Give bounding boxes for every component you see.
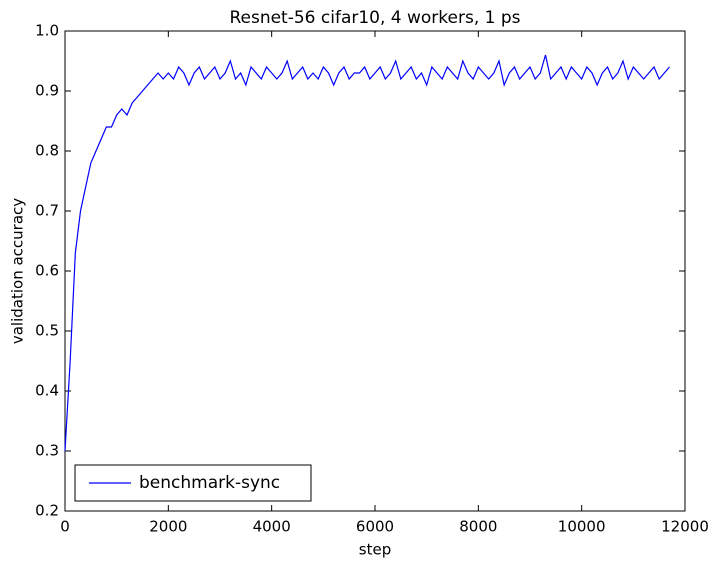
y-tick-label: 0.8 xyxy=(35,142,59,160)
x-tick-label: 0 xyxy=(60,518,70,536)
y-axis-label: validation accuracy xyxy=(9,198,27,344)
x-tick-label: 4000 xyxy=(253,518,291,536)
y-tick-label: 0.6 xyxy=(35,262,59,280)
y-tick-label: 0.2 xyxy=(35,502,59,520)
y-tick-label: 0.7 xyxy=(35,202,59,220)
y-tick-label: 0.3 xyxy=(35,442,59,460)
y-tick-label: 0.5 xyxy=(35,322,59,340)
x-tick-label: 6000 xyxy=(356,518,394,536)
chart-title: Resnet-56 cifar10, 4 workers, 1 ps xyxy=(229,8,520,28)
y-tick-label: 1.0 xyxy=(35,22,59,40)
legend-label: benchmark-sync xyxy=(139,473,280,493)
y-tick-label: 0.9 xyxy=(35,82,59,100)
data-line xyxy=(64,54,670,452)
plot-frame xyxy=(64,30,686,512)
x-tick-label: 10000 xyxy=(558,518,606,536)
x-tick-label: 2000 xyxy=(149,518,187,536)
x-tick-label: 12000 xyxy=(661,518,709,536)
y-tick-label: 0.4 xyxy=(35,382,59,400)
x-axis-label: step xyxy=(359,541,391,559)
x-tick-label: 8000 xyxy=(459,518,497,536)
